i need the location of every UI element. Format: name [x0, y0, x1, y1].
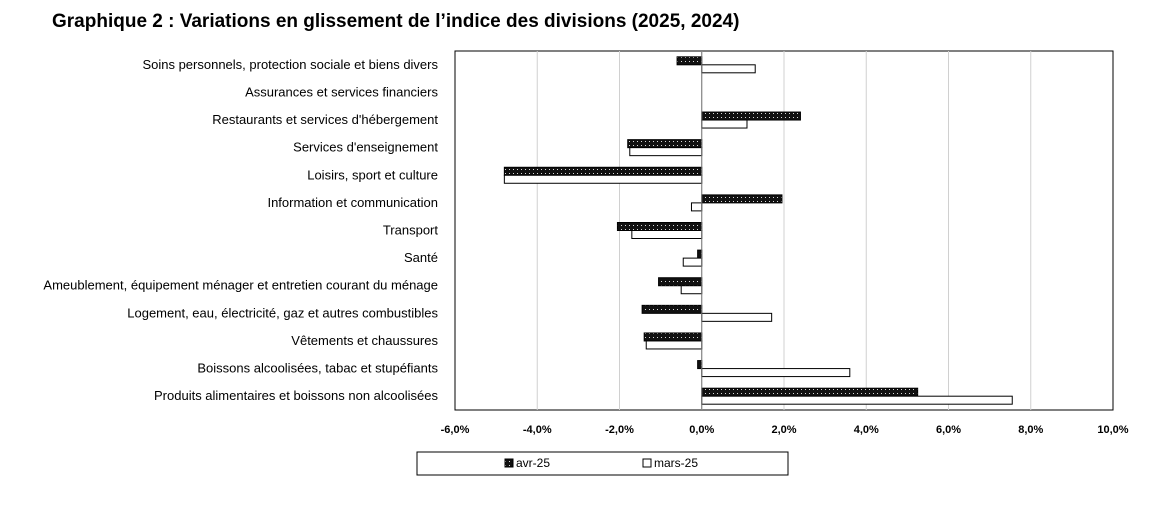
bar-mars-25 [629, 147, 703, 157]
x-tick-label: -4,0% [523, 424, 552, 436]
x-tick-label: 8,0% [1018, 424, 1043, 436]
category-label: Soins personnels, protection sociale et … [142, 57, 438, 72]
chart-title: Graphique 2 : Variations en glissement d… [52, 11, 740, 32]
x-tick-label: -2,0% [605, 424, 634, 436]
x-tick-label: 0,0% [689, 424, 714, 436]
bar-mars-25 [680, 285, 703, 295]
category-label: Assurances et services financiers [245, 84, 438, 99]
bar-avr-25 [697, 360, 703, 370]
legend-swatch [504, 458, 514, 468]
category-label: Logement, eau, électricité, gaz et autre… [127, 305, 438, 320]
category-label: Transport [383, 223, 439, 238]
category-label: Services d'enseignement [293, 140, 438, 155]
bar-mars-25 [701, 395, 1013, 405]
category-label: Restaurants et services d'hébergement [212, 112, 438, 127]
bar-mars-25 [701, 64, 756, 74]
x-tick-label: 10,0% [1097, 424, 1128, 436]
bar-mars-25 [701, 312, 773, 322]
category-label: Loisirs, sport et culture [307, 167, 438, 182]
bar-mars-25 [682, 257, 703, 267]
bar-mars-25 [690, 202, 703, 212]
bar-mars-25 [701, 368, 851, 378]
x-tick-label: 2,0% [771, 424, 796, 436]
category-label: Ameublement, équipement ménager et entre… [43, 278, 438, 293]
legend-label: mars-25 [654, 456, 698, 470]
legend [416, 451, 789, 476]
bar-mars-25 [701, 119, 748, 129]
bar-avr-25 [643, 332, 703, 342]
legend-label: avr-25 [516, 456, 550, 470]
bar-avr-25 [701, 387, 919, 397]
x-tick-label: 4,0% [854, 424, 879, 436]
legend-swatch [642, 458, 652, 468]
bar-avr-25 [641, 304, 703, 314]
category-label: Boissons alcoolisées, tabac et stupéfian… [197, 361, 438, 376]
bar-avr-25 [701, 111, 801, 121]
bar-avr-25 [676, 56, 703, 66]
bar-avr-25 [658, 277, 703, 287]
bar-avr-25 [616, 222, 703, 231]
category-label: Information et communication [267, 195, 438, 210]
bar-avr-25 [503, 166, 703, 176]
category-label: Vêtements et chaussures [291, 333, 438, 348]
bar-avr-25 [701, 194, 783, 204]
x-tick-label: -6,0% [441, 424, 470, 436]
bar-mars-25 [645, 340, 703, 350]
category-label: Santé [404, 250, 438, 265]
bar-avr-25 [627, 139, 703, 149]
category-label: Produits alimentaires et boissons non al… [154, 388, 438, 403]
bar-mars-25 [503, 174, 703, 184]
bar-mars-25 [631, 230, 703, 239]
x-tick-label: 6,0% [936, 424, 961, 436]
bar-avr-25 [697, 249, 703, 259]
